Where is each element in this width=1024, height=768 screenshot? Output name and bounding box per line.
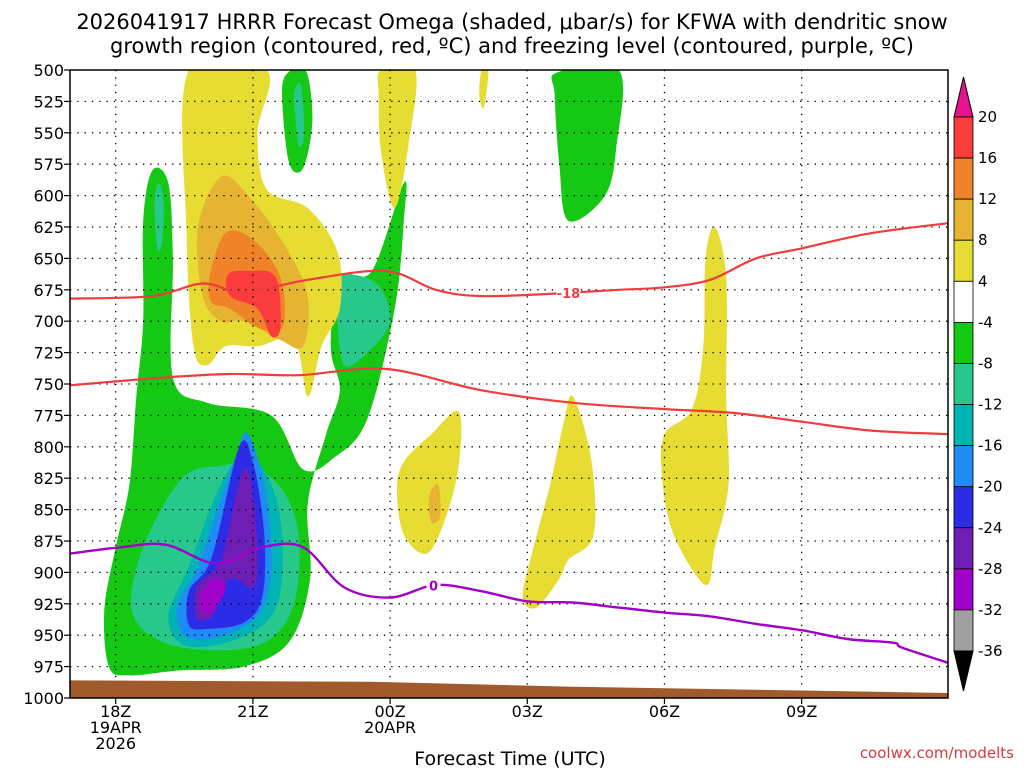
- y-tick-label-650: 650: [33, 249, 64, 268]
- y-tick-label-925: 925: [33, 595, 64, 614]
- colorbar-label--36: -36: [978, 642, 1003, 660]
- omega-region-upper-ascent-thin-teal: [294, 82, 305, 148]
- colorbar-band--4-4: [953, 280, 974, 323]
- dgz-label--18C: -18: [557, 287, 581, 302]
- colorbar-label--8: -8: [978, 354, 993, 372]
- colorbar-band--28--24: [953, 527, 974, 570]
- colorbar-label-20: 20: [978, 108, 997, 126]
- colorbar-label-4: 4: [978, 272, 988, 290]
- omega-shading: [103, 70, 730, 676]
- contour-lines: -18 0: [70, 222, 948, 664]
- omega-region-descent-top-right: [377, 70, 417, 209]
- omega-region-left-strip-teal: [154, 182, 164, 252]
- omega-region-descent-tiny: [479, 70, 489, 109]
- y-tick-label-975: 975: [33, 658, 64, 677]
- y-tick-label-700: 700: [33, 312, 64, 331]
- colorbar-label--24: -24: [978, 519, 1003, 537]
- colorbar-label-16: 16: [978, 149, 997, 167]
- y-tick-label-600: 600: [33, 187, 64, 206]
- omega-region-descent-mid-1-orange: [428, 483, 441, 524]
- gridlines: [70, 70, 948, 698]
- y-tick-label-775: 775: [33, 406, 64, 425]
- x-tick-label-21Z: 21Z: [237, 702, 268, 721]
- colorbar-label--32: -32: [978, 601, 1003, 619]
- colorbar-band--20--16: [953, 445, 974, 488]
- credit-link[interactable]: coolwx.com/modelts: [860, 744, 1014, 762]
- x-tick-label-06Z: 06Z: [649, 702, 680, 721]
- plot-area: -18 0: [70, 70, 948, 698]
- freezing-level-contour: [70, 542, 948, 664]
- y-tick-label-1000: 1000: [23, 689, 64, 708]
- x-axis-label: Forecast Time (UTC): [414, 748, 605, 768]
- chart-title-line1: 2026041917 HRRR Forecast Omega (shaded, …: [76, 10, 947, 34]
- omega-region-descent-mid-1: [397, 410, 462, 554]
- chart-title-line2: growth region (contoured, red, ºC) and f…: [110, 34, 914, 58]
- y-tick-label-800: 800: [33, 438, 64, 457]
- ground-layer: [70, 680, 948, 698]
- y-tick-label-500: 500: [33, 61, 64, 80]
- x-tick-label-18Z: 18Z: [100, 702, 131, 721]
- y-tick-label-550: 550: [33, 124, 64, 143]
- omega-region-mid-teal: [335, 274, 391, 367]
- x-tick-label-03Z: 03Z: [512, 702, 543, 721]
- y-tick-label-850: 850: [33, 501, 64, 520]
- colorbar-band--12--8: [953, 363, 974, 405]
- colorbar-band--24--20: [953, 486, 974, 529]
- y-tick-label-950: 950: [33, 626, 64, 645]
- y-tick-label-825: 825: [33, 469, 64, 488]
- omega-colorbar: 20 16 12 8 4 -4 -8 -12 -16 -20 -24 -28 -32 -36: [953, 76, 1003, 692]
- colorbar-above-triangle: [953, 76, 974, 118]
- y-tick-label-875: 875: [33, 532, 64, 551]
- dgz-contour--12C: [70, 367, 948, 436]
- colorbar-band-12-16: [953, 157, 974, 200]
- x-tick-label-09Z: 09Z: [786, 702, 817, 721]
- dgz-label-bg: [556, 284, 581, 301]
- colorbar-label--4: -4: [978, 313, 993, 331]
- colorbar-band--16--12: [953, 404, 974, 447]
- omega-region-descent-mid-2: [522, 395, 596, 609]
- freezing-level-label: 0: [429, 580, 438, 595]
- x-tick-label-2026: 2026: [95, 734, 136, 753]
- dgz-contour--18C: [70, 222, 948, 300]
- colorbar-label--20: -20: [978, 478, 1003, 496]
- y-tick-label-675: 675: [33, 281, 64, 300]
- x-tick-label-20APR: 20APR: [364, 718, 416, 737]
- colorbar-band--36--32: [953, 609, 974, 652]
- colorbar-label--28: -28: [978, 560, 1003, 578]
- omega-region-ascent-core-magenta: [199, 578, 226, 615]
- colorbar-band--8--4: [953, 321, 974, 364]
- y-tick-label-525: 525: [33, 92, 64, 111]
- colorbar-label--12: -12: [978, 396, 1003, 414]
- colorbar-label-12: 12: [978, 190, 997, 208]
- omega-region-descent-right: [660, 226, 730, 586]
- x-tick-label-00Z: 00Z: [374, 702, 405, 721]
- colorbar-below-triangle: [953, 650, 974, 692]
- colorbar-label--16: -16: [978, 437, 1003, 455]
- ground-surface: [70, 680, 948, 698]
- freezing-label-bg: [426, 577, 441, 594]
- y-tick-label-750: 750: [33, 375, 64, 394]
- colorbar-band-16-20: [953, 116, 974, 159]
- y-tick-label-575: 575: [33, 155, 64, 174]
- pressure-axis: 500 525 550 575 600 625 650 675 700 725 750 775 800 8…: [23, 61, 70, 708]
- colorbar-band-8-12: [953, 198, 974, 241]
- omega-region-upper-ascent-right: [551, 70, 624, 222]
- colorbar-band-4-8: [953, 239, 974, 282]
- colorbar-band--32--28: [953, 568, 974, 611]
- y-tick-label-625: 625: [33, 218, 64, 237]
- y-tick-label-900: 900: [33, 563, 64, 582]
- colorbar-label-8: 8: [978, 231, 988, 249]
- x-tick-label-19APR: 19APR: [90, 718, 142, 737]
- y-tick-label-725: 725: [33, 344, 64, 363]
